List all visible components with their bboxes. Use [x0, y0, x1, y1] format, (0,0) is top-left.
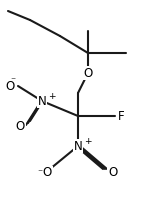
Text: N: N [74, 139, 82, 153]
Text: +: + [48, 92, 56, 100]
Text: ⁻: ⁻ [37, 168, 43, 178]
Text: ⁻: ⁻ [10, 76, 15, 86]
Text: O: O [108, 166, 117, 180]
Text: +: + [84, 137, 92, 146]
Text: N: N [38, 95, 46, 107]
Text: O: O [83, 66, 93, 80]
Text: O: O [16, 119, 25, 133]
Text: O: O [6, 80, 15, 92]
Text: F: F [118, 110, 125, 123]
Text: O: O [42, 166, 52, 180]
